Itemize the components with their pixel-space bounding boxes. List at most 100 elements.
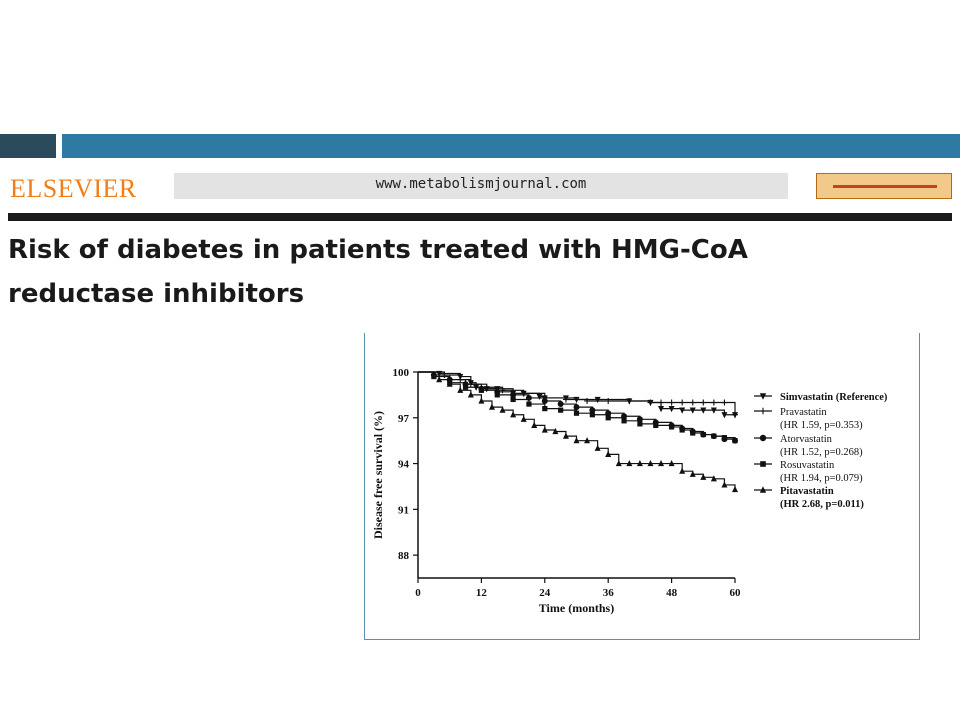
header-bar-blue (62, 134, 960, 158)
x-axis-label: Time (months) (539, 601, 614, 615)
article-title: Risk of diabetes in patients treated wit… (8, 235, 748, 309)
data-point (605, 415, 611, 421)
y-tick-label: 91 (398, 504, 409, 516)
data-point (653, 422, 659, 429)
data-point (679, 399, 686, 406)
data-point (626, 459, 633, 467)
data-point (436, 376, 443, 383)
data-point (573, 410, 580, 416)
legend-marker (759, 434, 767, 442)
data-point (478, 387, 484, 393)
data-point (552, 427, 559, 435)
legend-label: Pravastatin (780, 407, 827, 418)
data-point (732, 411, 738, 418)
legend-label: Pitavastatin (780, 486, 834, 497)
legend-marker (759, 407, 767, 415)
data-point (721, 412, 728, 419)
data-point (637, 421, 643, 427)
data-point (679, 467, 686, 474)
data-point (615, 459, 622, 467)
data-point (658, 406, 665, 413)
data-point (732, 485, 738, 493)
data-point (510, 396, 516, 403)
data-point (721, 481, 728, 488)
data-point (526, 401, 532, 407)
data-point (621, 418, 627, 424)
data-point (710, 399, 717, 406)
data-point (541, 397, 548, 404)
legend-label: Rosuvastatin (780, 460, 835, 471)
y-tick-label: 94 (398, 459, 410, 471)
data-point (584, 437, 591, 444)
legend-marker (759, 393, 767, 400)
data-point (658, 399, 665, 406)
data-point (647, 399, 654, 406)
header-bar-dark (0, 134, 56, 158)
data-point (605, 450, 612, 457)
data-point (536, 393, 543, 401)
chart-legend: Simvastatin (Reference) Pravastatin (HR 1.… (754, 392, 888, 510)
publisher-logo: ELSEVIER (10, 174, 137, 203)
legend-marker (759, 486, 767, 493)
data-point (679, 427, 685, 433)
data-point (541, 426, 548, 433)
y-tick-label: 100 (393, 367, 410, 379)
data-point (488, 403, 495, 410)
data-point (710, 475, 717, 482)
x-tick-label: 60 (730, 587, 742, 599)
x-tick-label: 12 (476, 587, 488, 599)
journal-url: www.metabolismjournal.com (375, 176, 587, 192)
data-point (557, 401, 564, 408)
data-point (711, 433, 717, 439)
data-point (573, 437, 580, 444)
data-point (531, 421, 538, 429)
data-point (499, 406, 506, 413)
data-point (658, 459, 665, 467)
series-pitavastatin (418, 371, 738, 493)
y-tick-label: 97 (398, 413, 410, 425)
data-point (700, 431, 706, 438)
legend-sublabel: (HR 1.52, p=0.268) (780, 447, 863, 458)
chart-plot-area (418, 370, 738, 493)
x-tick-label: 36 (603, 587, 615, 599)
data-point (431, 373, 437, 380)
cover-stripe (833, 185, 937, 188)
data-point (478, 397, 485, 404)
data-point (710, 407, 717, 414)
chart-ticks: 88 91 94 97 100 0 12 24 36 48 60 (393, 367, 742, 599)
data-point (542, 406, 548, 412)
data-point (700, 473, 707, 480)
data-point (679, 407, 686, 414)
header-rule (8, 213, 952, 221)
journal-cover-thumbnail (816, 173, 952, 199)
data-point (721, 435, 728, 441)
data-point (558, 407, 564, 413)
x-tick-label: 48 (666, 587, 678, 599)
data-point (689, 470, 696, 477)
data-point (626, 397, 633, 404)
legend-sublabel: (HR 1.94, p=0.079) (780, 473, 863, 484)
data-point (467, 391, 474, 398)
data-point (689, 407, 696, 414)
data-point (446, 380, 453, 387)
data-point (562, 396, 569, 403)
data-point (573, 404, 580, 411)
data-point (700, 399, 707, 406)
data-point (668, 399, 675, 406)
legend-label: Simvastatin (Reference) (780, 392, 888, 403)
data-point (700, 407, 707, 414)
data-point (584, 397, 591, 404)
data-point (605, 397, 612, 404)
data-point (690, 430, 696, 436)
data-point (689, 399, 696, 406)
legend-sublabel: (HR 1.59, p=0.353) (780, 420, 863, 431)
data-point (594, 444, 601, 451)
legend-sublabel: (HR 2.68, p=0.011) (780, 499, 864, 510)
data-point (457, 386, 464, 393)
data-point (732, 438, 738, 444)
data-point (510, 411, 517, 418)
data-point (647, 459, 654, 467)
y-axis-label: Disease free survival (%) (371, 411, 385, 539)
data-point (562, 432, 569, 439)
journal-url-banner: www.metabolismjournal.com (174, 173, 788, 199)
